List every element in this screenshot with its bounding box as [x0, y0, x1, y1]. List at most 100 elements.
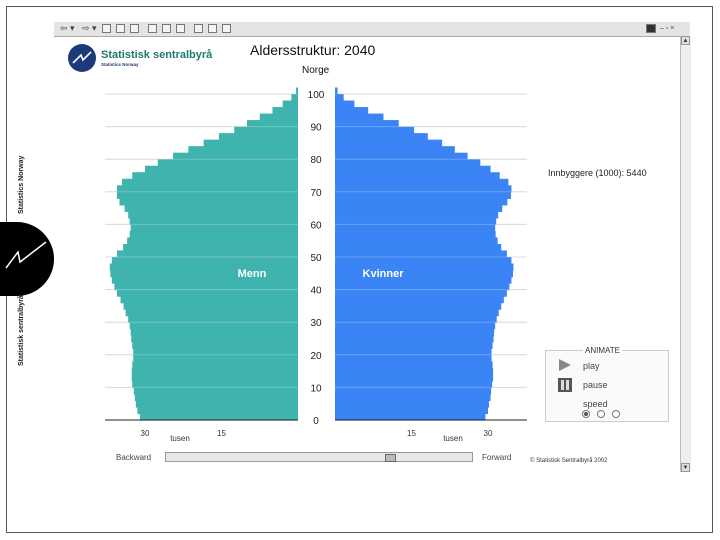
slider-backward-label[interactable]: Backward — [116, 453, 152, 462]
bar-kvinner — [335, 289, 507, 297]
bar-kvinner — [335, 204, 503, 212]
bar-menn — [282, 100, 298, 108]
mail-icon[interactable] — [194, 24, 203, 33]
bar-menn — [259, 113, 298, 121]
window-minimize-icon[interactable] — [646, 24, 656, 33]
speed-radio-1[interactable] — [582, 410, 590, 418]
ssb-logo-icon — [68, 44, 96, 72]
x-unit-label-right: tusen — [443, 434, 463, 443]
bar-kvinner — [335, 374, 494, 382]
search-icon[interactable] — [148, 24, 157, 33]
x-unit-label-left: tusen — [170, 434, 190, 443]
back-icon[interactable]: ⇦ ▾ — [60, 23, 75, 33]
play-icon[interactable] — [558, 358, 572, 372]
bar-kvinner — [335, 335, 494, 343]
bar-menn — [116, 191, 298, 199]
y-tick-label: 90 — [310, 123, 322, 134]
year-slider-thumb[interactable] — [385, 454, 397, 462]
bar-kvinner — [335, 159, 481, 167]
bar-menn — [130, 328, 298, 336]
y-tick-label: 60 — [310, 220, 322, 231]
speed-radio-2[interactable] — [597, 410, 605, 418]
bar-kvinner — [335, 152, 468, 160]
scroll-up-icon[interactable]: ▲ — [681, 36, 690, 45]
animate-panel: ANIMATE play pause speed — [545, 346, 669, 422]
bar-menn — [109, 263, 298, 271]
forward-icon[interactable]: ⇨ ▾ — [82, 23, 97, 33]
stop-icon[interactable] — [102, 24, 111, 33]
zigzag-logo-icon — [5, 241, 47, 269]
bar-menn — [114, 283, 299, 291]
bar-kvinner — [335, 217, 497, 225]
print-icon[interactable] — [208, 24, 217, 33]
bar-kvinner — [335, 296, 504, 304]
edit-icon[interactable] — [222, 24, 231, 33]
y-tick-label: 20 — [310, 351, 322, 362]
browser-toolbar: ⇦ ▾ ⇨ ▾ – ▫ × — [54, 22, 690, 37]
bar-menn — [110, 270, 298, 278]
bar-kvinner — [335, 393, 491, 402]
history-icon[interactable] — [176, 24, 185, 33]
bar-kvinner — [335, 348, 492, 356]
year-slider[interactable] — [165, 452, 473, 462]
bar-menn — [131, 335, 298, 343]
bar-kvinner — [335, 309, 499, 317]
animate-title: ANIMATE — [583, 346, 622, 355]
bar-menn — [111, 257, 298, 265]
speed-label: speed — [583, 399, 608, 409]
bar-kvinner — [335, 126, 415, 134]
favorites-icon[interactable] — [162, 24, 171, 33]
refresh-icon[interactable] — [116, 24, 125, 33]
bar-kvinner — [335, 263, 514, 271]
region-label: Norge — [302, 65, 330, 76]
bar-menn — [116, 185, 298, 193]
window-controls-icon[interactable]: – ▫ × — [660, 25, 675, 32]
bar-menn — [111, 276, 298, 284]
y-tick-label: 0 — [313, 416, 319, 427]
slider-forward-label[interactable]: Forward — [482, 453, 512, 462]
y-tick-label: 10 — [310, 383, 322, 394]
bar-kvinner — [335, 165, 491, 173]
bar-menn — [129, 217, 298, 225]
pause-button[interactable]: pause — [583, 380, 608, 390]
logo-name: Statistisk sentralbyrå — [101, 49, 213, 61]
x-tick-label-right: 30 — [484, 429, 493, 438]
bar-menn — [120, 296, 299, 304]
bar-menn — [145, 165, 298, 173]
scroll-down-icon[interactable]: ▼ — [681, 463, 690, 472]
bar-menn — [291, 94, 298, 102]
speed-radio-3[interactable] — [612, 410, 620, 418]
x-tick-label-right: 15 — [407, 429, 416, 438]
bar-kvinner — [335, 302, 502, 310]
vertical-scrollbar[interactable]: ▲ ▼ — [680, 36, 691, 472]
bar-menn — [131, 367, 298, 375]
bar-menn — [203, 139, 298, 147]
bar-menn — [127, 237, 299, 245]
play-button[interactable]: play — [583, 361, 600, 371]
bar-kvinner — [335, 270, 513, 278]
bar-kvinner — [335, 198, 508, 206]
bar-menn — [139, 413, 298, 421]
bar-menn — [123, 243, 298, 252]
bar-kvinner — [335, 341, 493, 349]
bar-menn — [116, 250, 298, 258]
y-tick-label: 70 — [310, 188, 322, 199]
bar-menn — [134, 393, 298, 402]
bar-menn — [131, 374, 298, 382]
pause-icon[interactable] — [558, 378, 572, 392]
population-label: Innbyggere (1000): 5440 — [548, 168, 647, 178]
bar-kvinner — [335, 224, 496, 232]
bar-menn — [124, 204, 298, 212]
y-tick-label: 50 — [310, 253, 322, 264]
bar-menn — [123, 302, 298, 310]
bar-kvinner — [335, 250, 507, 258]
bar-kvinner — [335, 322, 496, 330]
bar-menn — [137, 406, 298, 415]
bar-kvinner — [335, 354, 492, 362]
bar-kvinner — [335, 230, 496, 239]
logo-subname: Statistics Norway — [101, 62, 139, 67]
bar-kvinner — [335, 361, 493, 369]
home-icon[interactable] — [130, 24, 139, 33]
series-label-menn: Menn — [238, 268, 267, 280]
